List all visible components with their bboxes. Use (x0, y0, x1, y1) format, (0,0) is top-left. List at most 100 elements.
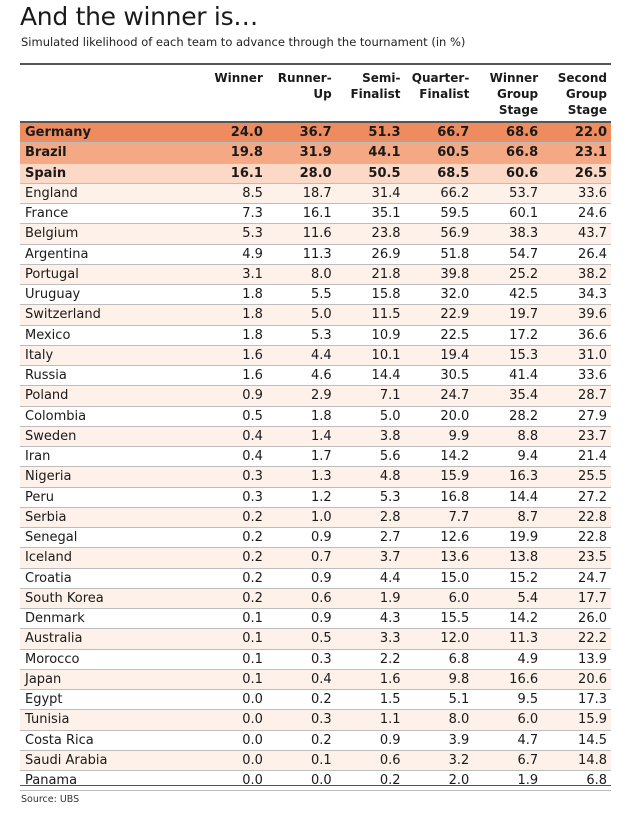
team-name: Brazil (20, 142, 199, 164)
cell-group-second: 13.9 (542, 649, 611, 670)
team-name: South Korea (20, 588, 199, 610)
table-row: South Korea 0.2 0.6 1.9 6.0 5.4 17.7 (20, 588, 611, 610)
team-name: Tunisia (20, 709, 199, 731)
cell-group-second: 39.6 (542, 304, 611, 326)
cell-group-second: 20.6 (542, 669, 611, 691)
cell-group-winner: 4.9 (473, 649, 543, 670)
cell-winner: 0.4 (198, 446, 267, 468)
table-row: Spain 16.1 28.0 50.5 68.5 60.6 26.5 (20, 163, 611, 184)
cell-quarter: 9.9 (404, 426, 474, 448)
cell-winner: 5.3 (198, 223, 267, 245)
cell-group-winner: 4.7 (473, 730, 543, 751)
cell-group-winner: 5.4 (473, 588, 543, 610)
cell-semi: 21.8 (335, 264, 405, 286)
cell-runner-up: 28.0 (266, 163, 336, 184)
table-row: Argentina 4.9 11.3 26.9 51.8 54.7 26.4 (20, 244, 611, 265)
cell-quarter: 14.2 (404, 446, 474, 468)
cell-quarter: 5.1 (404, 689, 474, 711)
table-row: Saudi Arabia 0.0 0.1 0.6 3.2 6.7 14.8 (20, 750, 611, 772)
team-name: Morocco (20, 649, 199, 670)
team-name: Iran (20, 446, 199, 468)
table-row: England 8.5 18.7 31.4 66.2 53.7 33.6 (20, 183, 611, 205)
team-name: Sweden (20, 426, 199, 448)
cell-winner: 0.3 (198, 466, 267, 488)
cell-winner: 0.1 (198, 608, 267, 630)
cell-group-second: 6.8 (542, 770, 611, 792)
cell-quarter: 32.0 (404, 284, 474, 306)
cell-semi: 7.1 (335, 385, 405, 407)
cell-runner-up: 1.8 (266, 406, 336, 427)
cell-group-second: 24.6 (542, 203, 611, 225)
cell-group-winner: 17.2 (473, 325, 543, 346)
cell-group-second: 33.6 (542, 183, 611, 205)
team-name: Portugal (20, 264, 199, 286)
cell-group-second: 27.2 (542, 487, 611, 508)
cell-runner-up: 0.9 (266, 608, 336, 630)
cell-group-winner: 14.4 (473, 487, 543, 508)
cell-semi: 35.1 (335, 203, 405, 225)
table-row: Poland 0.9 2.9 7.1 24.7 35.4 28.7 (20, 385, 611, 407)
cell-winner: 0.2 (198, 547, 267, 569)
cell-group-winner: 35.4 (473, 385, 543, 407)
table-row: Mexico 1.8 5.3 10.9 22.5 17.2 36.6 (20, 325, 611, 346)
team-name: Croatia (20, 568, 199, 589)
cell-runner-up: 0.5 (266, 628, 336, 650)
cell-semi: 14.4 (335, 365, 405, 387)
cell-winner: 1.8 (198, 284, 267, 306)
team-name: Saudi Arabia (20, 750, 199, 772)
cell-semi: 23.8 (335, 223, 405, 245)
cell-quarter: 12.0 (404, 628, 474, 650)
cell-semi: 31.4 (335, 183, 405, 205)
cell-group-second: 25.5 (542, 466, 611, 488)
cell-runner-up: 31.9 (266, 142, 336, 164)
cell-winner: 19.8 (198, 142, 267, 164)
team-name: Australia (20, 628, 199, 650)
cell-runner-up: 0.1 (266, 750, 336, 772)
cell-quarter: 22.5 (404, 325, 474, 346)
cell-runner-up: 0.7 (266, 547, 336, 569)
cell-quarter: 20.0 (404, 406, 474, 427)
cell-quarter: 16.8 (404, 487, 474, 508)
cell-group-winner: 42.5 (473, 284, 543, 306)
cell-runner-up: 36.7 (266, 121, 336, 144)
cell-group-second: 33.6 (542, 365, 611, 387)
cell-quarter: 56.9 (404, 223, 474, 245)
header-group-winner: Winner Group Stage (489, 71, 539, 117)
team-name: Belgium (20, 223, 199, 245)
cell-group-second: 22.2 (542, 628, 611, 650)
table-row: Russia 1.6 4.6 14.4 30.5 41.4 33.6 (20, 365, 611, 387)
cell-semi: 1.9 (335, 588, 405, 610)
cell-group-second: 28.7 (542, 385, 611, 407)
cell-group-second: 36.6 (542, 325, 611, 346)
team-name: Denmark (20, 608, 199, 630)
cell-quarter: 39.8 (404, 264, 474, 286)
cell-group-winner: 19.7 (473, 304, 543, 326)
cell-group-winner: 19.9 (473, 527, 543, 549)
team-name: Senegal (20, 527, 199, 549)
cell-runner-up: 4.6 (266, 365, 336, 387)
table-row: France 7.3 16.1 35.1 59.5 60.1 24.6 (20, 203, 611, 225)
cell-quarter: 7.7 (404, 507, 474, 529)
cell-quarter: 13.6 (404, 547, 474, 569)
cell-group-second: 23.1 (542, 142, 611, 164)
cell-group-winner: 13.8 (473, 547, 543, 569)
cell-quarter: 59.5 (404, 203, 474, 225)
top-rule (20, 63, 611, 65)
cell-semi: 4.3 (335, 608, 405, 630)
cell-semi: 10.1 (335, 345, 405, 367)
cell-winner: 1.8 (198, 325, 267, 346)
team-name: Switzerland (20, 304, 199, 326)
cell-semi: 2.8 (335, 507, 405, 529)
table-row: Peru 0.3 1.2 5.3 16.8 14.4 27.2 (20, 487, 611, 508)
cell-semi: 0.9 (335, 730, 405, 751)
cell-semi: 5.0 (335, 406, 405, 427)
team-name: England (20, 183, 199, 205)
cell-semi: 2.7 (335, 527, 405, 549)
cell-semi: 50.5 (335, 163, 405, 184)
table-row: Uruguay 1.8 5.5 15.8 32.0 42.5 34.3 (20, 284, 611, 306)
header-group-second: Second Group Stage (557, 71, 607, 117)
cell-quarter: 66.2 (404, 183, 474, 205)
cell-semi: 3.7 (335, 547, 405, 569)
team-name: Panama (20, 770, 199, 792)
cell-group-second: 14.8 (542, 750, 611, 772)
